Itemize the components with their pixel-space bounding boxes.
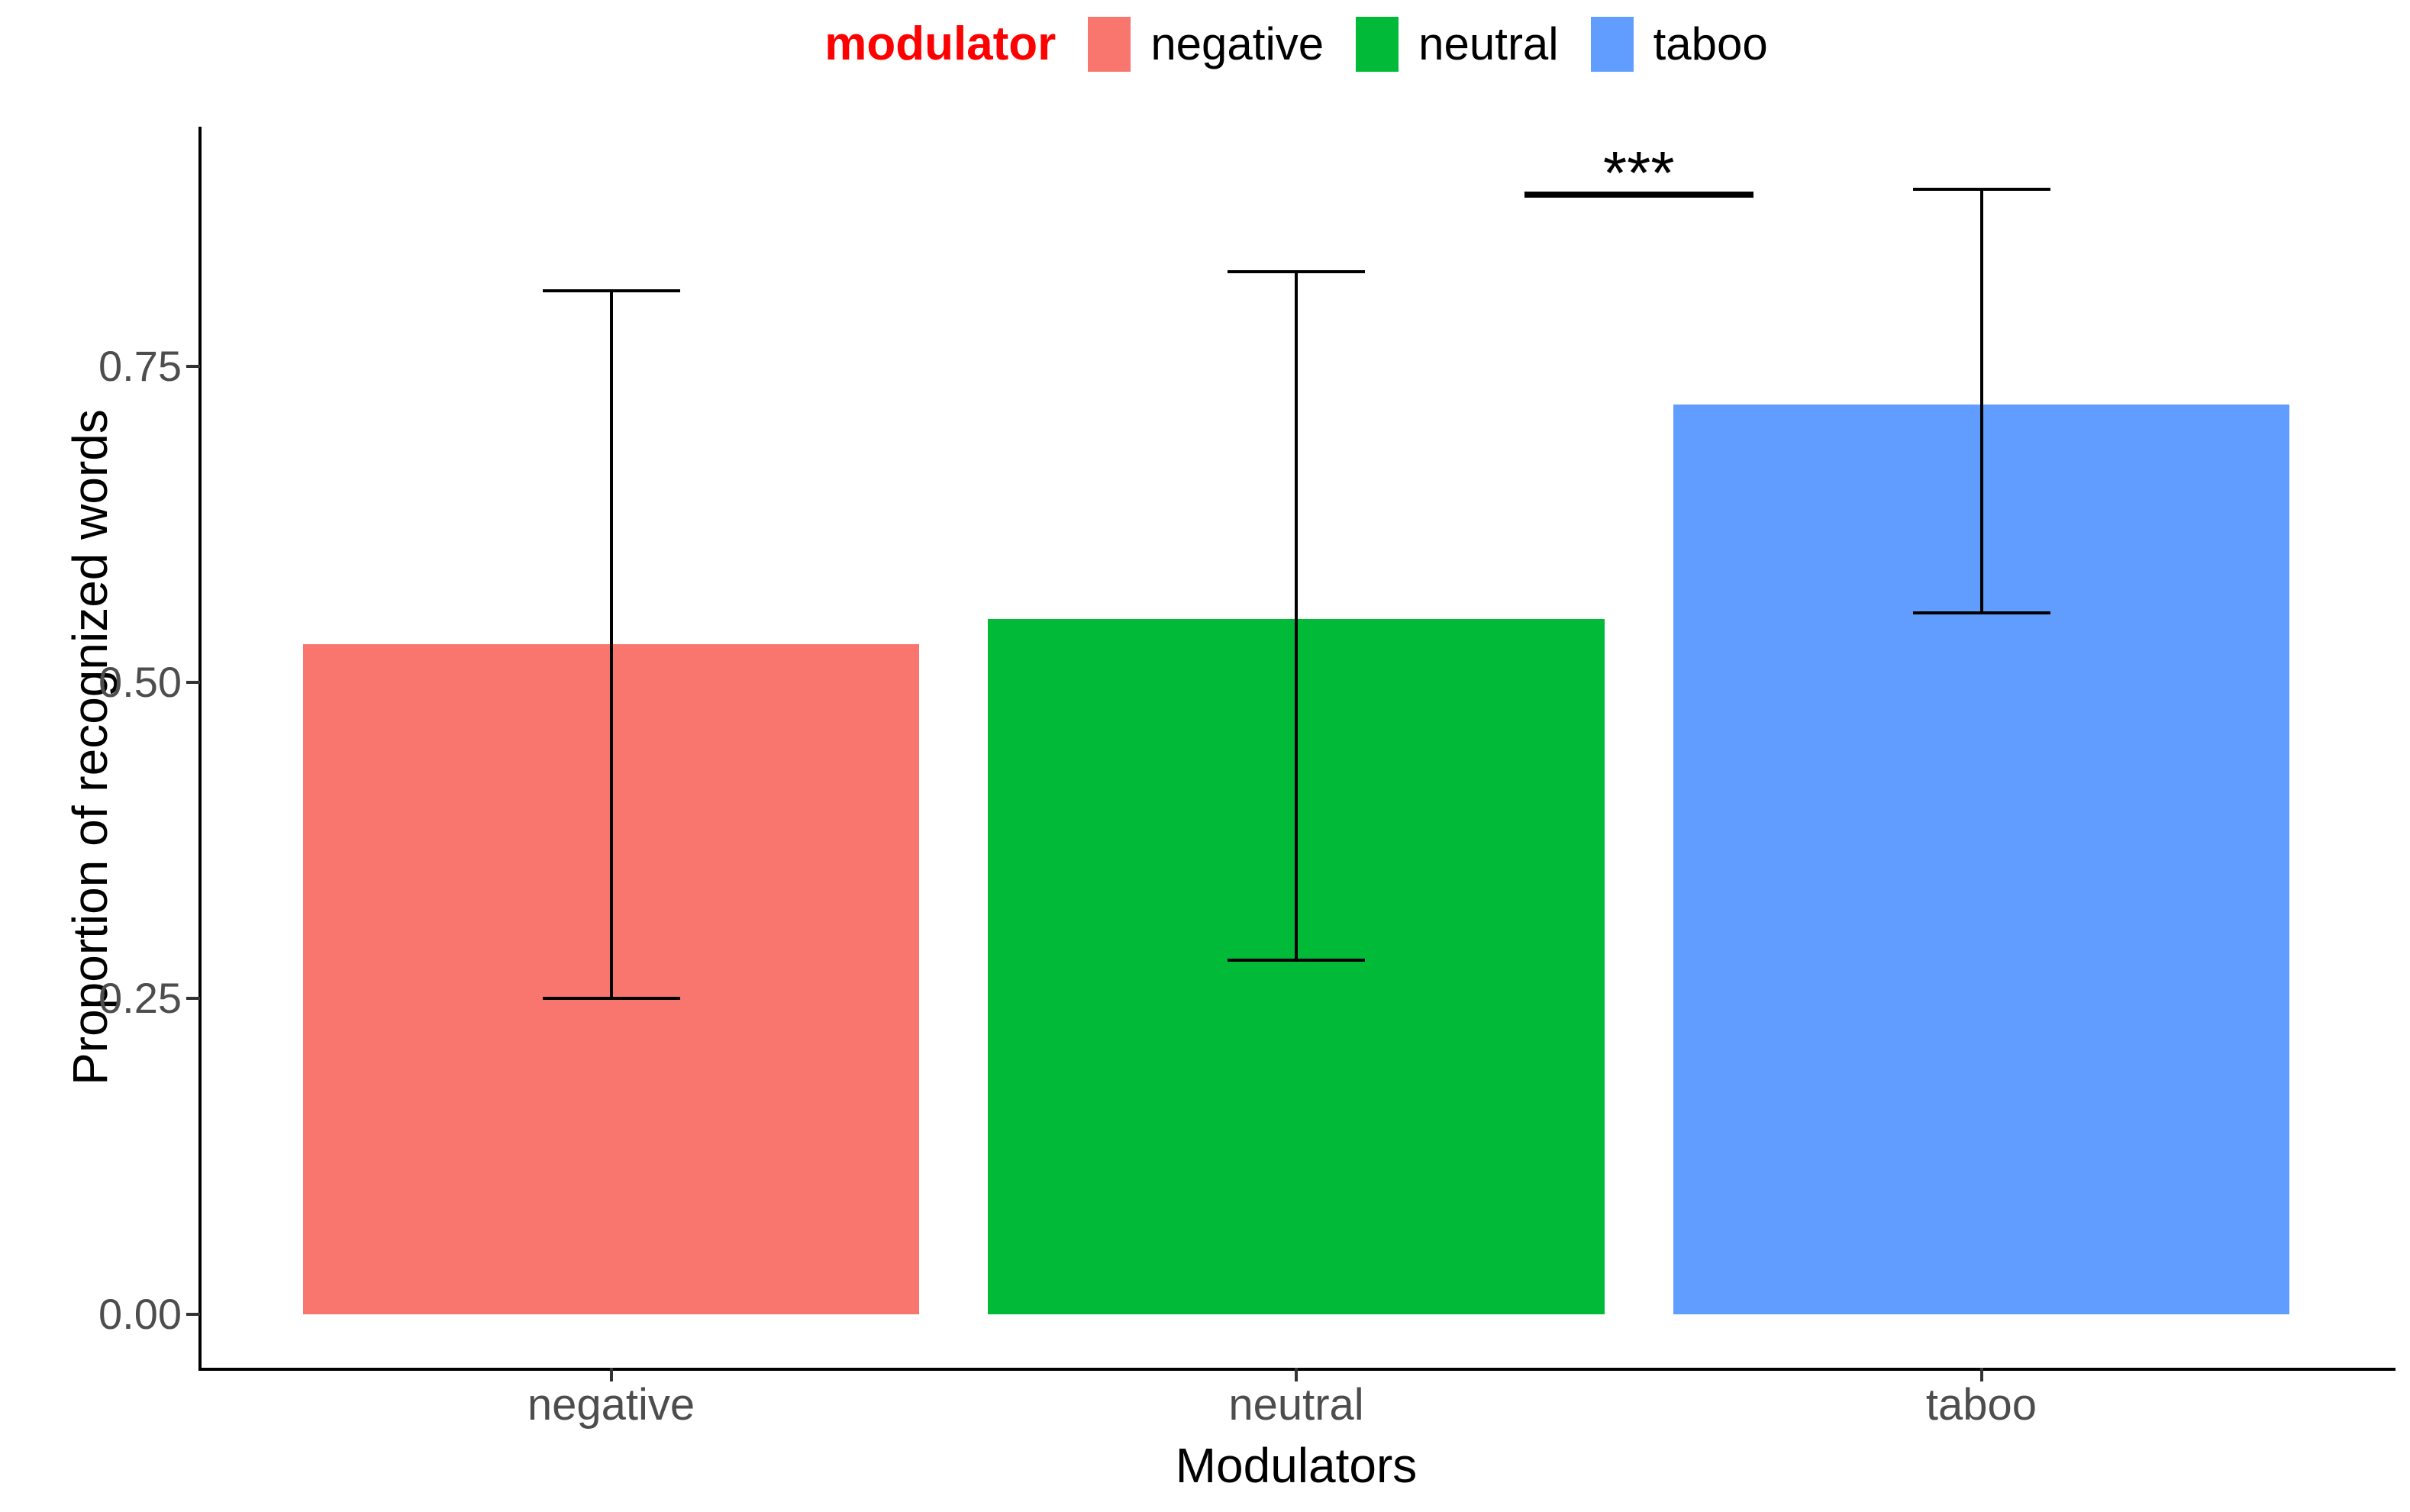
- x-tick-label-taboo: taboo: [1925, 1380, 2037, 1430]
- error-bar-cap-bottom-taboo: [1912, 611, 2050, 614]
- x-tick-mark: [1979, 1368, 1983, 1381]
- legend-item-negative: negative: [1088, 17, 1324, 72]
- significance-bracket-line: [1524, 192, 1753, 198]
- legend-swatch-neutral-icon: [1356, 17, 1399, 72]
- y-tick-mark: [186, 1313, 200, 1316]
- error-bar-cap-bottom-negative: [542, 997, 680, 1000]
- legend-title: modulator: [824, 18, 1057, 70]
- y-tick-label: 0.25: [98, 974, 182, 1022]
- y-tick-mark: [186, 997, 200, 1000]
- legend-item-taboo: taboo: [1590, 17, 1768, 72]
- x-tick-label-neutral: neutral: [1228, 1380, 1364, 1430]
- legend-label-negative: negative: [1150, 18, 1324, 69]
- y-axis-line: [198, 127, 202, 1371]
- legend-item-neutral: neutral: [1356, 17, 1559, 72]
- error-bar-stem-taboo: [1979, 189, 1983, 613]
- legend: modulator negative neutral taboo: [200, 6, 2392, 82]
- significance-stars-label: ***: [1603, 139, 1675, 208]
- error-bar-cap-bottom-neutral: [1228, 959, 1365, 962]
- y-tick-mark: [186, 365, 200, 368]
- error-bar-cap-top-taboo: [1912, 188, 2050, 192]
- x-axis-title: Modulators: [1175, 1438, 1418, 1493]
- x-tick-mark: [609, 1368, 613, 1381]
- x-tick-mark: [1295, 1368, 1298, 1381]
- x-tick-label-negative: negative: [527, 1380, 695, 1430]
- y-tick-label: 0.75: [98, 342, 182, 390]
- error-bar-cap-top-neutral: [1228, 269, 1365, 273]
- legend-swatch-negative-icon: [1088, 17, 1131, 72]
- y-tick-mark: [186, 681, 200, 684]
- error-bar-stem-neutral: [1295, 271, 1298, 961]
- y-tick-label: 0.50: [98, 658, 182, 706]
- error-bar-stem-negative: [609, 290, 613, 998]
- error-bar-cap-top-negative: [542, 289, 680, 292]
- legend-label-neutral: neutral: [1418, 18, 1559, 69]
- legend-swatch-taboo-icon: [1590, 17, 1634, 72]
- y-tick-label: 0.00: [98, 1290, 182, 1338]
- legend-label-taboo: taboo: [1653, 18, 1768, 69]
